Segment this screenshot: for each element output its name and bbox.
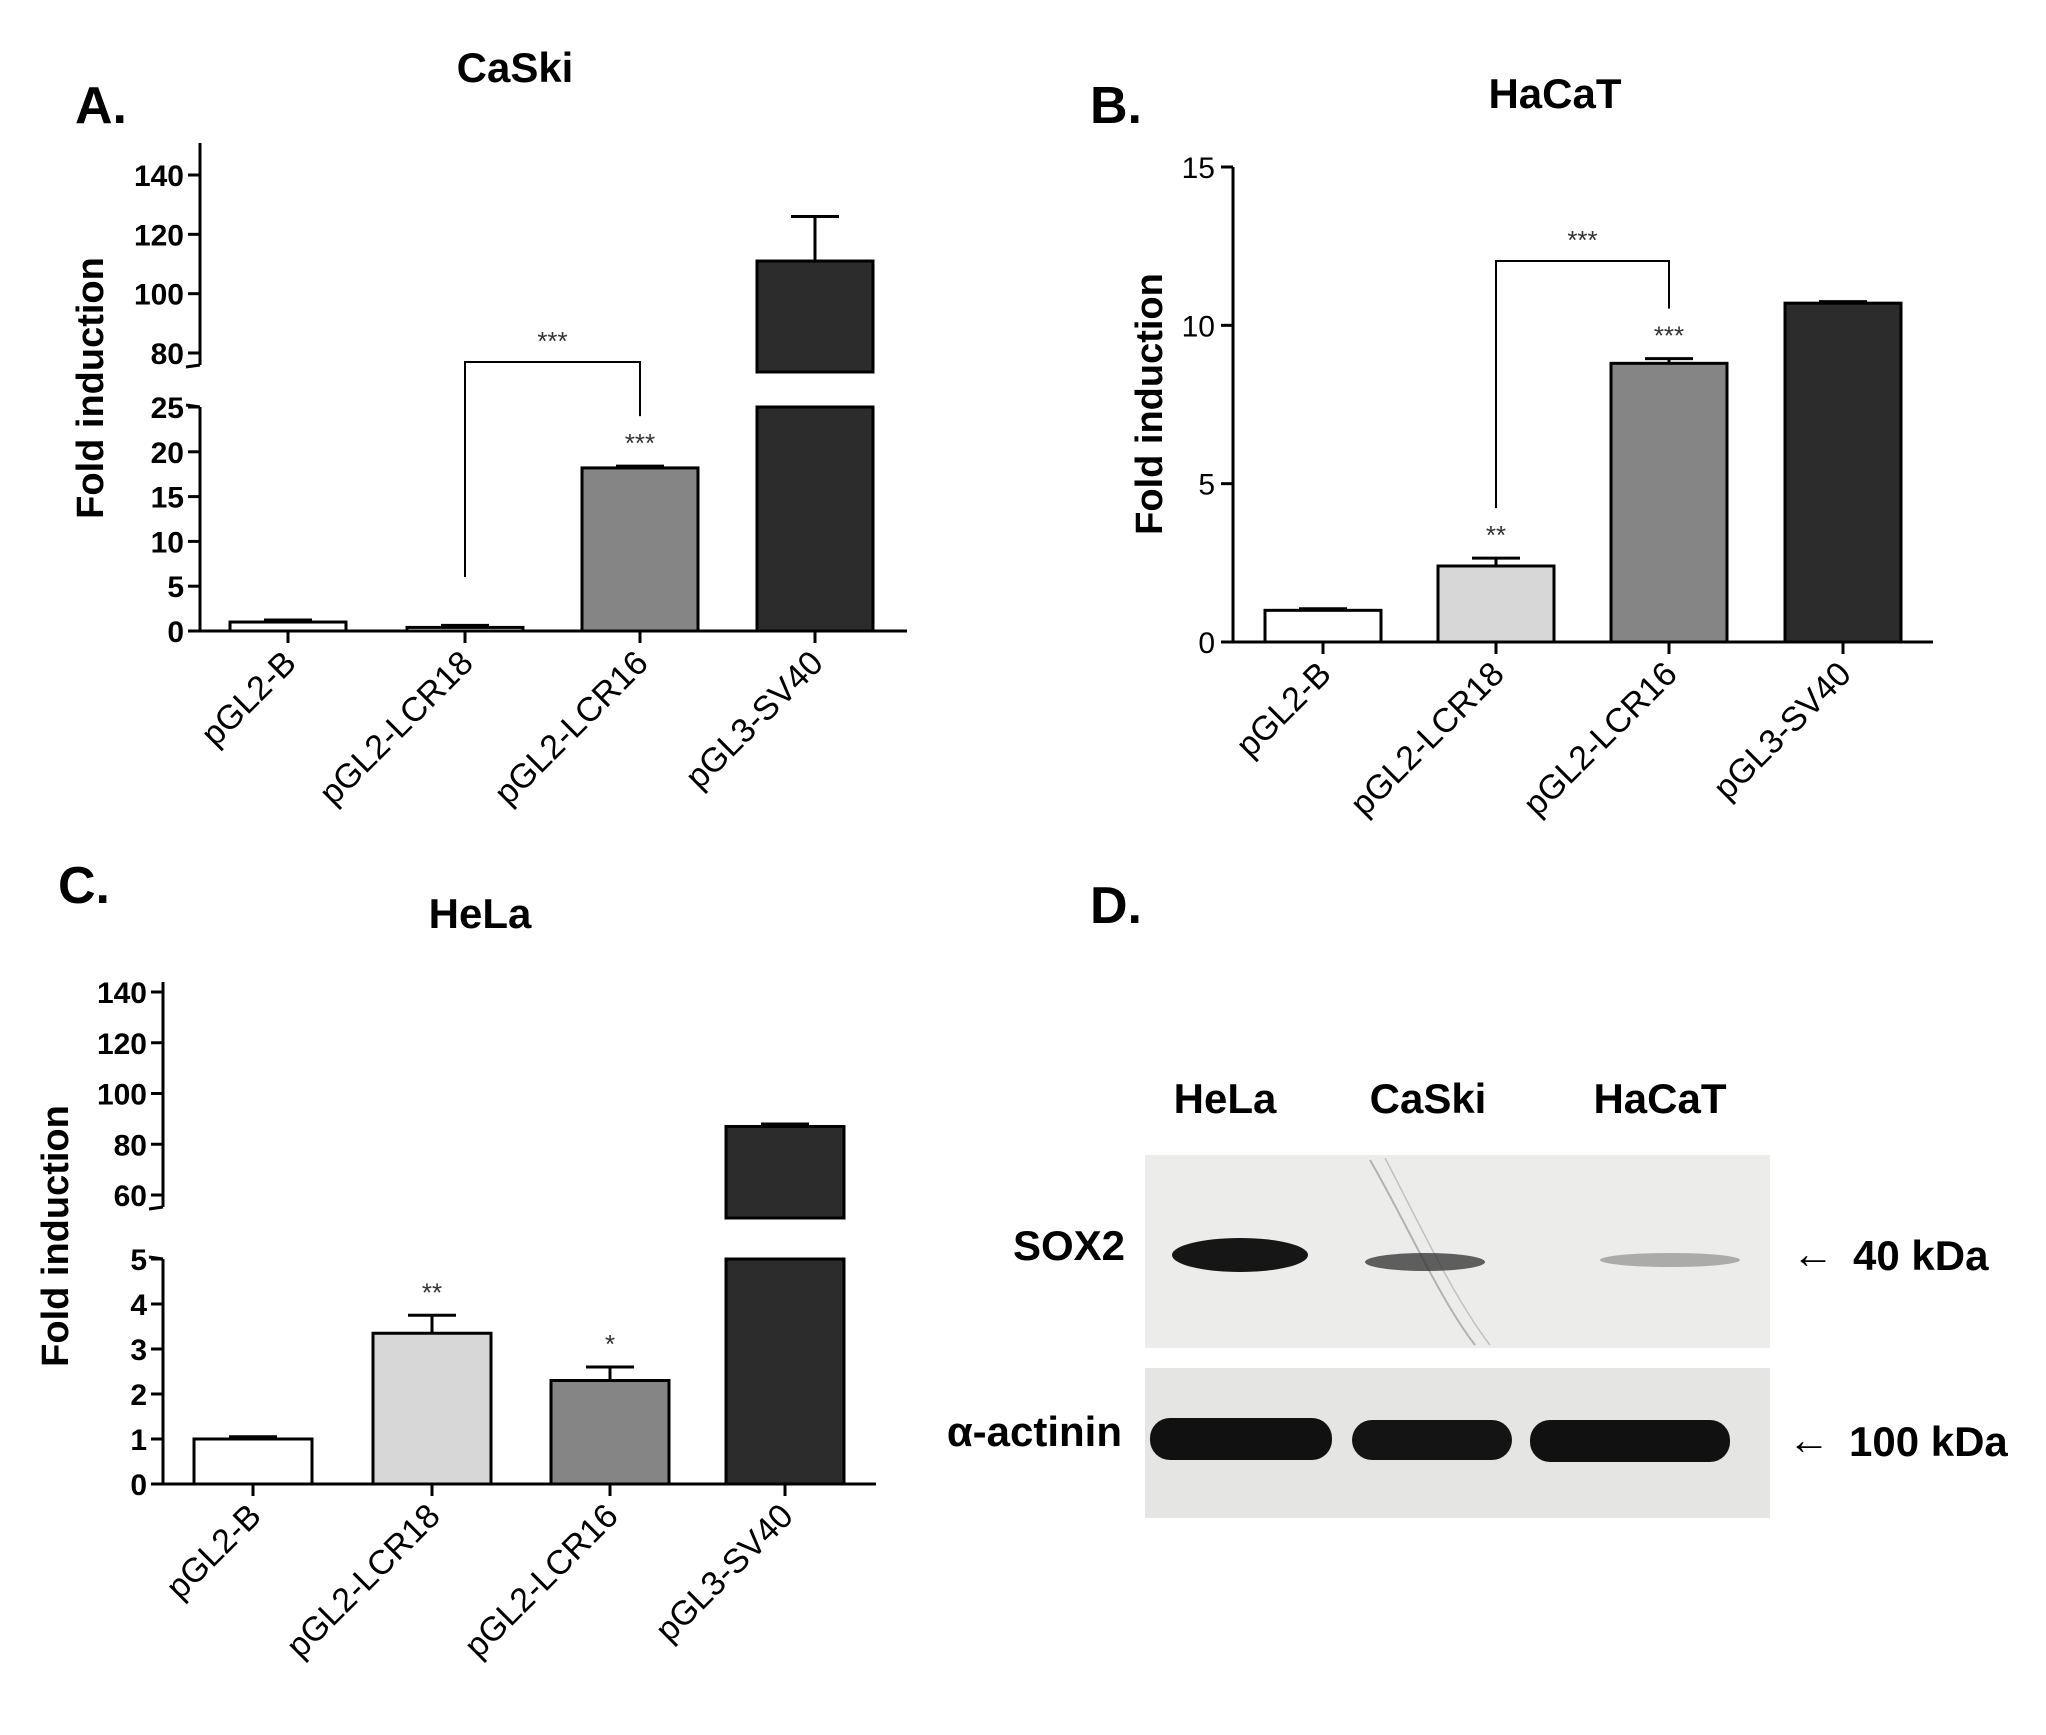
y-axis-label-a: Fold induction: [70, 257, 112, 519]
lane-label-hela: HeLa: [1174, 1075, 1277, 1122]
y-tick-label: 120: [97, 1028, 147, 1061]
lane-label-caski: CaSki: [1370, 1075, 1487, 1122]
significance-label: ***: [1654, 321, 1684, 351]
axis-break-mark: [148, 1205, 164, 1211]
panel-a: A. CaSki Fold induction 0 5 10 15 20 25 80 100 1…: [70, 44, 907, 812]
y-tick-label: 60: [114, 1180, 147, 1213]
x-tick-label: pGL2-LCR16: [457, 1497, 626, 1666]
y-tick-label: 10: [151, 526, 184, 559]
y-tick-label: 140: [97, 977, 147, 1010]
y-tick-label: 1: [130, 1424, 147, 1457]
y-tick-label: 0: [1198, 627, 1215, 660]
y-tick-label: 3: [130, 1334, 147, 1367]
panel-label-d: D.: [1090, 877, 1142, 935]
band-sox2-caski: [1365, 1253, 1485, 1271]
y-tick-label: 20: [151, 437, 184, 470]
y-tick-label: 5: [1198, 469, 1215, 502]
x-tick-label: pGL2-B: [194, 644, 304, 754]
plot-area-a: 0 5 10 15 20 25 80 100 120 140 pGL2-B pGL2-LCR18 ***…: [134, 143, 907, 812]
bar: [1783, 301, 1903, 644]
bracket-label: ***: [1567, 225, 1597, 255]
y-tick-label: 15: [151, 482, 184, 515]
significance-bracket: [464, 361, 641, 577]
bar: [1436, 564, 1556, 644]
size-label-sox2: 40 kDa: [1853, 1232, 1989, 1279]
panel-label-b: B.: [1090, 77, 1142, 135]
arrow-icon-sox2: ←: [1792, 1230, 1834, 1277]
y-tick-label: 2: [130, 1379, 147, 1412]
bar: [580, 466, 700, 633]
x-tick-label: pGL2-B: [1229, 655, 1339, 765]
x-tick-label: pGL3-SV40: [1706, 655, 1859, 808]
y-tick-label: 5: [167, 571, 184, 604]
x-tick-label: pGL2-LCR16: [1516, 655, 1685, 824]
y-tick-label: 4: [130, 1289, 147, 1322]
band-actinin-hacat: [1530, 1420, 1730, 1462]
bar: [1263, 608, 1383, 644]
x-tick-label: pGL3-SV40: [648, 1497, 801, 1650]
y-tick-label: 100: [97, 1079, 147, 1112]
significance-label: ***: [625, 428, 655, 458]
arrow-icon-actinin: ←: [1788, 1416, 1830, 1463]
y-tick-label: 0: [130, 1469, 147, 1502]
plot-area-c: 0 1 2 3 4 5 60 80 100 120 140 pGL2-B ** pGL2-LCR18 * pG…: [97, 977, 876, 1665]
lane-label-hacat: HaCaT: [1593, 1075, 1726, 1122]
y-tick-label: 120: [134, 219, 184, 252]
y-tick-label: 140: [134, 160, 184, 193]
y-tick-label: 15: [1182, 152, 1215, 185]
y-tick-label: 80: [114, 1129, 147, 1162]
x-tick-label: pGL2-B: [159, 1497, 269, 1607]
y-tick-label: 25: [151, 392, 184, 425]
y-tick-label: 10: [1182, 310, 1215, 343]
bar: [755, 405, 875, 633]
y-tick-label: 100: [134, 279, 184, 312]
band-actinin-hela: [1150, 1418, 1332, 1460]
y-tick-label: 80: [151, 338, 184, 371]
bar: [228, 620, 348, 633]
plot-area-b: 0 5 10 15 pGL2-B ** pGL2-LCR18 *** pGL2-LCR16 pGL…: [1182, 152, 1933, 823]
panel-label-a: A.: [75, 77, 127, 135]
panel-c: C. HeLa Fold induction 0 1 2 3 4 5 60 80 100 120 1…: [35, 857, 876, 1665]
bar: [1609, 361, 1729, 644]
x-tick-label: pGL3-SV40: [678, 644, 831, 797]
significance-label: **: [422, 1277, 442, 1307]
bracket-label: ***: [537, 326, 567, 356]
bar: [724, 1257, 846, 1486]
significance-label: **: [1486, 520, 1506, 550]
chart-title-a: CaSki: [457, 44, 574, 91]
y-tick-label: 0: [167, 616, 184, 649]
bar: [405, 625, 525, 633]
band-sox2-hacat: [1600, 1253, 1740, 1267]
band-sox2-hela: [1172, 1238, 1308, 1272]
bar: [371, 1331, 493, 1486]
bar: [724, 1124, 846, 1220]
x-tick-label: pGL2-LCR18: [279, 1497, 448, 1666]
axis-break-mark: [185, 363, 201, 369]
y-axis-label-b: Fold induction: [1129, 273, 1171, 535]
x-tick-label: pGL2-LCR18: [1343, 655, 1512, 824]
chart-title-c: HeLa: [429, 890, 532, 937]
band-actinin-caski: [1352, 1420, 1512, 1460]
panel-b: B. HaCaT Fold induction 0 5 10 15 pGL2-B ** pG…: [1090, 70, 1933, 823]
row-label-sox2: SOX2: [1013, 1222, 1125, 1269]
x-tick-label: pGL2-LCR16: [487, 644, 656, 813]
significance-bracket: [1495, 260, 1670, 509]
blot-membrane-sox2: [1145, 1155, 1770, 1348]
panel-d: D. HeLa CaSki HaCaT SOX2 ← 40 kDa α-acti…: [947, 877, 2008, 1518]
bar: [549, 1379, 671, 1486]
size-label-actinin: 100 kDa: [1849, 1418, 2008, 1465]
row-label-actinin: α-actinin: [947, 1408, 1122, 1455]
significance-label: *: [605, 1329, 615, 1359]
blot-membrane-actinin: [1145, 1368, 1770, 1518]
panel-label-c: C.: [58, 857, 110, 915]
bar: [755, 259, 875, 374]
bar: [192, 1437, 314, 1486]
y-axis-label-c: Fold induction: [35, 1105, 77, 1367]
y-tick-label: 5: [130, 1244, 147, 1277]
x-tick-label: pGL2-LCR18: [312, 644, 481, 813]
chart-title-b: HaCaT: [1488, 70, 1621, 117]
